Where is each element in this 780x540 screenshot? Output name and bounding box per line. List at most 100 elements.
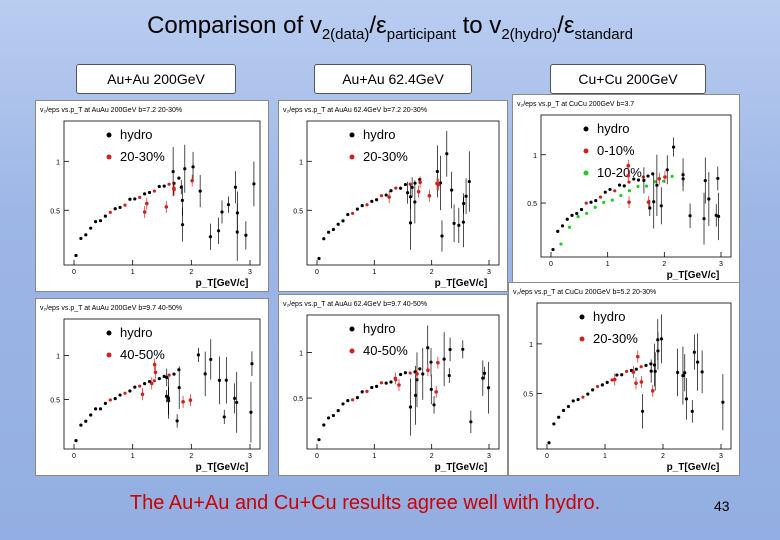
data-point — [551, 247, 555, 252]
data-point — [640, 409, 645, 413]
data-point — [610, 378, 614, 382]
data-point — [576, 397, 580, 402]
x-tick-label: 1 — [131, 269, 135, 276]
data-point — [103, 401, 107, 405]
data-point — [250, 362, 254, 366]
data-point — [408, 182, 412, 186]
data-point — [172, 187, 176, 192]
data-point — [103, 214, 107, 218]
x-tick-label: 0 — [549, 261, 553, 268]
data-point — [191, 165, 195, 169]
data-point — [198, 189, 202, 193]
data-point — [461, 347, 465, 351]
data-point — [336, 222, 340, 226]
data-point — [123, 203, 127, 207]
data-point — [162, 184, 166, 188]
x-axis-label: p_T[GeV/c] — [196, 278, 249, 289]
data-point — [370, 199, 374, 203]
legend-marker — [106, 154, 112, 160]
data-point — [429, 387, 433, 391]
data-point — [133, 197, 137, 201]
data-point — [594, 198, 598, 203]
data-point — [585, 211, 589, 215]
data-point — [575, 211, 579, 216]
data-point — [427, 193, 432, 198]
data-point — [317, 438, 321, 442]
data-point — [670, 174, 674, 178]
data-point — [142, 210, 147, 214]
x-tick-label: 3 — [248, 453, 252, 460]
x-axis-label: p_T[GeV/c] — [435, 462, 488, 473]
data-point — [591, 388, 595, 392]
data-point — [656, 349, 660, 353]
data-point — [579, 207, 584, 212]
data-point — [346, 212, 350, 217]
data-point — [613, 189, 617, 193]
y-tick-label: 1 — [533, 153, 537, 160]
data-point — [619, 193, 623, 198]
plot-frame — [540, 114, 732, 258]
data-point — [653, 180, 657, 184]
data-point — [220, 210, 224, 214]
legend-marker — [349, 348, 355, 354]
data-point — [89, 226, 93, 230]
data-point — [603, 190, 607, 194]
y-tick-label: 1 — [56, 353, 60, 360]
data-point — [222, 415, 226, 419]
plot-header: v₂/eps vs.p_T at CuCu 200GeV b=5.2 20-30… — [513, 289, 656, 296]
data-point — [252, 182, 256, 186]
data-point — [408, 221, 413, 225]
data-point — [655, 183, 659, 187]
data-point — [634, 381, 638, 386]
data-point — [467, 179, 471, 184]
legend-marker — [106, 132, 112, 138]
data-point — [557, 415, 561, 419]
data-point — [716, 176, 720, 181]
data-point — [610, 198, 614, 202]
data-point — [171, 170, 175, 174]
data-point — [336, 409, 340, 413]
data-point — [410, 185, 414, 190]
data-point — [703, 179, 707, 183]
data-point — [389, 189, 393, 193]
plot-frame — [63, 318, 261, 450]
data-point — [636, 178, 641, 182]
legend-label: hydro — [120, 127, 153, 142]
data-point — [683, 371, 687, 375]
data-point — [147, 379, 152, 384]
legend-label: 10-20% — [597, 165, 642, 180]
data-point — [322, 237, 326, 241]
legend-label: hydro — [363, 321, 396, 336]
y-tick-label: 0.5 — [293, 208, 303, 215]
data-point — [387, 195, 391, 199]
data-point — [663, 175, 667, 179]
data-point — [233, 185, 238, 189]
data-point — [421, 372, 425, 376]
data-point — [702, 217, 706, 221]
x-tick-label: 3 — [719, 453, 723, 460]
data-point — [688, 214, 692, 218]
x-tick-label: 0 — [545, 453, 549, 460]
x-tick-label: 1 — [131, 453, 135, 460]
data-point — [605, 380, 609, 384]
data-point — [432, 403, 436, 407]
data-point — [331, 227, 335, 232]
data-point — [351, 211, 355, 216]
data-point — [138, 384, 142, 388]
data-point — [681, 374, 685, 378]
data-point — [403, 371, 407, 375]
plot-auau62-4050: v₂/eps vs.p_T at AuAu 62.4GeV b=9.7 40-5… — [278, 294, 508, 476]
data-point — [576, 215, 580, 219]
x-tick-label: 0 — [315, 269, 319, 276]
legend-marker — [583, 148, 589, 154]
data-point — [322, 423, 326, 427]
footer-conclusion: The Au+Au and Cu+Cu results agree well w… — [129, 492, 601, 514]
data-point — [94, 220, 98, 224]
data-point — [327, 416, 331, 420]
data-point — [676, 370, 680, 375]
data-point — [181, 400, 185, 404]
x-tick-label: 3 — [719, 261, 723, 268]
data-point — [233, 396, 237, 400]
data-point — [653, 369, 657, 374]
data-point — [216, 229, 221, 233]
